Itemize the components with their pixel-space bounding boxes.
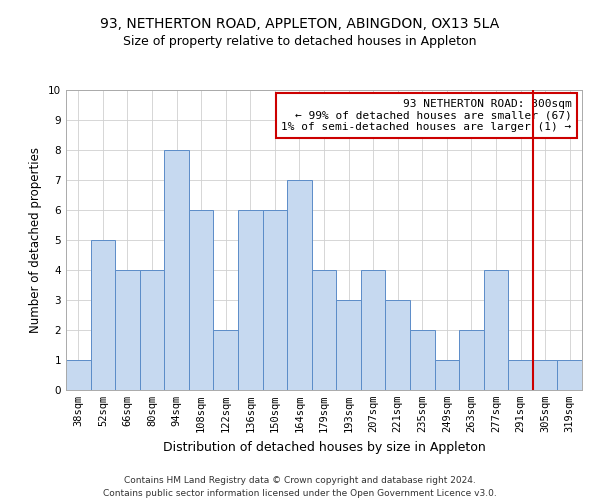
Text: 93 NETHERTON ROAD: 300sqm
← 99% of detached houses are smaller (67)
1% of semi-d: 93 NETHERTON ROAD: 300sqm ← 99% of detac… bbox=[281, 99, 572, 132]
X-axis label: Distribution of detached houses by size in Appleton: Distribution of detached houses by size … bbox=[163, 440, 485, 454]
Text: 93, NETHERTON ROAD, APPLETON, ABINGDON, OX13 5LA: 93, NETHERTON ROAD, APPLETON, ABINGDON, … bbox=[100, 18, 500, 32]
Bar bbox=[361, 270, 385, 390]
Bar bbox=[434, 360, 459, 390]
Bar bbox=[189, 210, 214, 390]
Bar bbox=[238, 210, 263, 390]
Bar bbox=[336, 300, 361, 390]
Bar bbox=[115, 270, 140, 390]
Bar bbox=[287, 180, 312, 390]
Bar bbox=[263, 210, 287, 390]
Bar bbox=[410, 330, 434, 390]
Bar bbox=[140, 270, 164, 390]
Bar bbox=[312, 270, 336, 390]
Bar bbox=[66, 360, 91, 390]
Bar bbox=[459, 330, 484, 390]
Bar bbox=[385, 300, 410, 390]
Y-axis label: Number of detached properties: Number of detached properties bbox=[29, 147, 43, 333]
Bar bbox=[557, 360, 582, 390]
Bar bbox=[214, 330, 238, 390]
Bar bbox=[91, 240, 115, 390]
Bar bbox=[484, 270, 508, 390]
Text: Size of property relative to detached houses in Appleton: Size of property relative to detached ho… bbox=[123, 35, 477, 48]
Bar bbox=[164, 150, 189, 390]
Bar bbox=[508, 360, 533, 390]
Bar bbox=[533, 360, 557, 390]
Text: Contains HM Land Registry data © Crown copyright and database right 2024.
Contai: Contains HM Land Registry data © Crown c… bbox=[103, 476, 497, 498]
